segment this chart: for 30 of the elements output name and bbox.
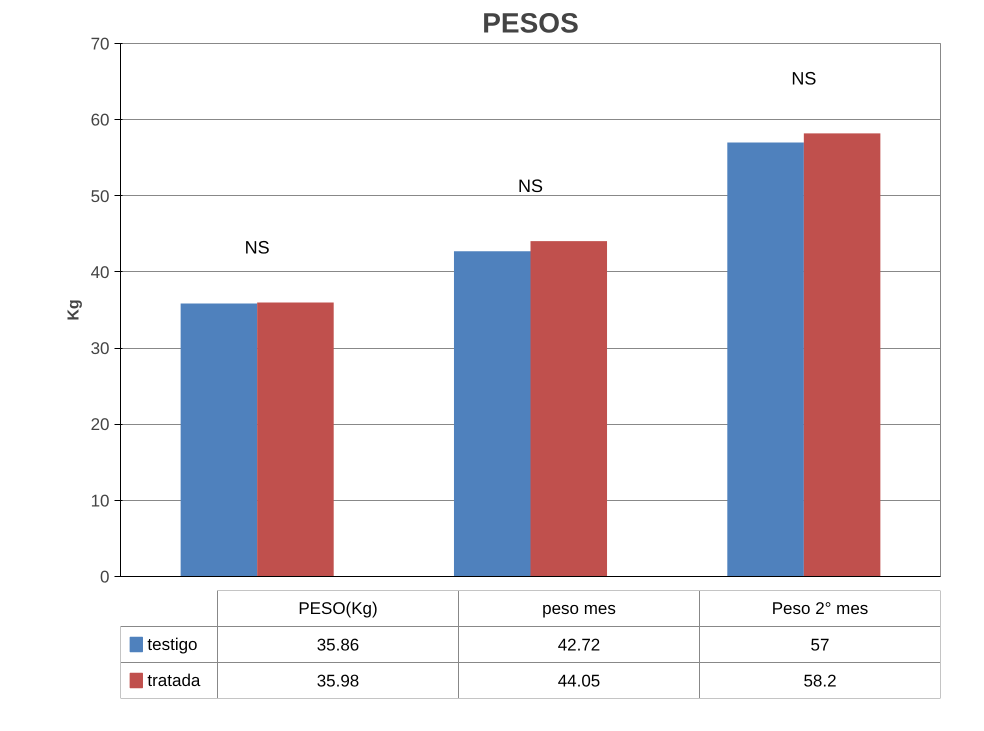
data-label: 42.72 bbox=[558, 636, 600, 654]
bar bbox=[804, 133, 880, 576]
y-tick-label: 70 bbox=[90, 34, 110, 54]
y-tick-label: 20 bbox=[90, 415, 110, 434]
x-tick-label: Peso 2° mes bbox=[772, 599, 868, 618]
bar bbox=[257, 302, 334, 576]
data-label: 35.86 bbox=[316, 636, 360, 654]
data-label: 58.2 bbox=[803, 672, 837, 690]
annotation: NS bbox=[244, 238, 270, 258]
legend-label: tratada bbox=[147, 671, 201, 690]
annotation: NS bbox=[518, 176, 544, 196]
y-tick-label: 0 bbox=[100, 568, 110, 586]
bar bbox=[530, 241, 608, 576]
data-label: 57 bbox=[810, 636, 830, 654]
bar bbox=[727, 142, 804, 576]
data-label: 44.05 bbox=[558, 672, 600, 690]
chart-title: PESOS bbox=[482, 8, 579, 38]
y-tick-label: 40 bbox=[90, 262, 110, 282]
x-tick-label: PESO(Kg) bbox=[298, 599, 378, 618]
legend-label: testigo bbox=[147, 635, 198, 654]
bar bbox=[180, 303, 258, 576]
annotation: NS bbox=[791, 68, 816, 88]
y-tick-label: 10 bbox=[90, 491, 110, 510]
y-axis-title: Kg bbox=[66, 299, 83, 321]
bar bbox=[454, 251, 530, 576]
y-tick-label: 50 bbox=[90, 186, 110, 206]
data-label: 35.98 bbox=[316, 672, 360, 690]
x-tick-label: peso mes bbox=[542, 599, 616, 618]
y-tick-label: 30 bbox=[90, 339, 110, 358]
y-tick-label: 60 bbox=[90, 110, 110, 130]
